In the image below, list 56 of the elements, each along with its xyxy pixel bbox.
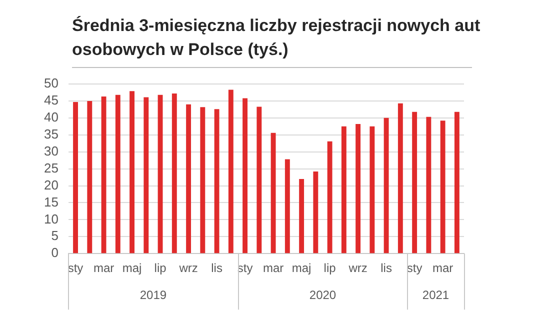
bar (73, 102, 78, 254)
bar (299, 178, 304, 254)
y-tick-label: 15 (44, 194, 58, 210)
y-tick-label: 35 (44, 126, 58, 142)
bar (384, 118, 389, 254)
bar (398, 103, 403, 254)
bar (115, 94, 120, 254)
x-tick-label: lip (324, 261, 336, 276)
y-tick-label: 45 (44, 92, 58, 108)
bar (440, 120, 446, 254)
bar (172, 94, 177, 254)
bar (186, 104, 192, 254)
bar (228, 90, 234, 254)
bar (284, 159, 290, 254)
bar (370, 126, 375, 254)
bar (130, 91, 134, 254)
bar (270, 132, 276, 254)
chart-title: Średnia 3-miesięczna liczby rejestracji nowych aut osobowych w Polsce (tyś.) (72, 15, 482, 61)
y-tick-label: 20 (44, 177, 58, 192)
bar (256, 106, 262, 254)
y-tick-label: 50 (44, 76, 58, 91)
bar (412, 112, 418, 254)
bar (313, 172, 318, 254)
bar (158, 94, 163, 254)
bar (327, 141, 332, 254)
y-tick-label: 30 (44, 143, 58, 158)
x-tick-label: mar (93, 261, 114, 276)
x-tick-label: wrz (348, 261, 368, 276)
y-tick-label: 10 (44, 211, 58, 226)
bar (242, 98, 248, 254)
x-tick-label: lip (154, 261, 167, 276)
x-tick-label: mar (432, 261, 454, 276)
bar (341, 126, 346, 254)
x-tick-label: lis (211, 261, 222, 276)
y-tick-label: 0 (51, 245, 58, 260)
bar (426, 116, 432, 254)
bar (87, 100, 92, 254)
x-tick-label: sty (68, 261, 84, 276)
x-tick-label: maj (292, 261, 312, 276)
bar (101, 96, 106, 254)
x-tick-label: sty (406, 261, 422, 276)
text: 2020 (309, 288, 336, 302)
bar (454, 112, 460, 254)
bar (214, 109, 220, 254)
x-tick-label: mar (262, 261, 284, 276)
bar (356, 124, 361, 254)
bar (144, 97, 149, 254)
bar (200, 107, 206, 254)
y-tick-label: 25 (44, 160, 58, 176)
y-tick-label: 5 (51, 228, 58, 244)
x-tick-label: wrz (178, 261, 198, 276)
y-tick-label: 40 (44, 110, 58, 124)
text: 2019 (140, 288, 167, 302)
text: 2021 (422, 288, 450, 302)
x-tick-label: maj (122, 261, 142, 276)
x-tick-label: lis (380, 261, 392, 276)
